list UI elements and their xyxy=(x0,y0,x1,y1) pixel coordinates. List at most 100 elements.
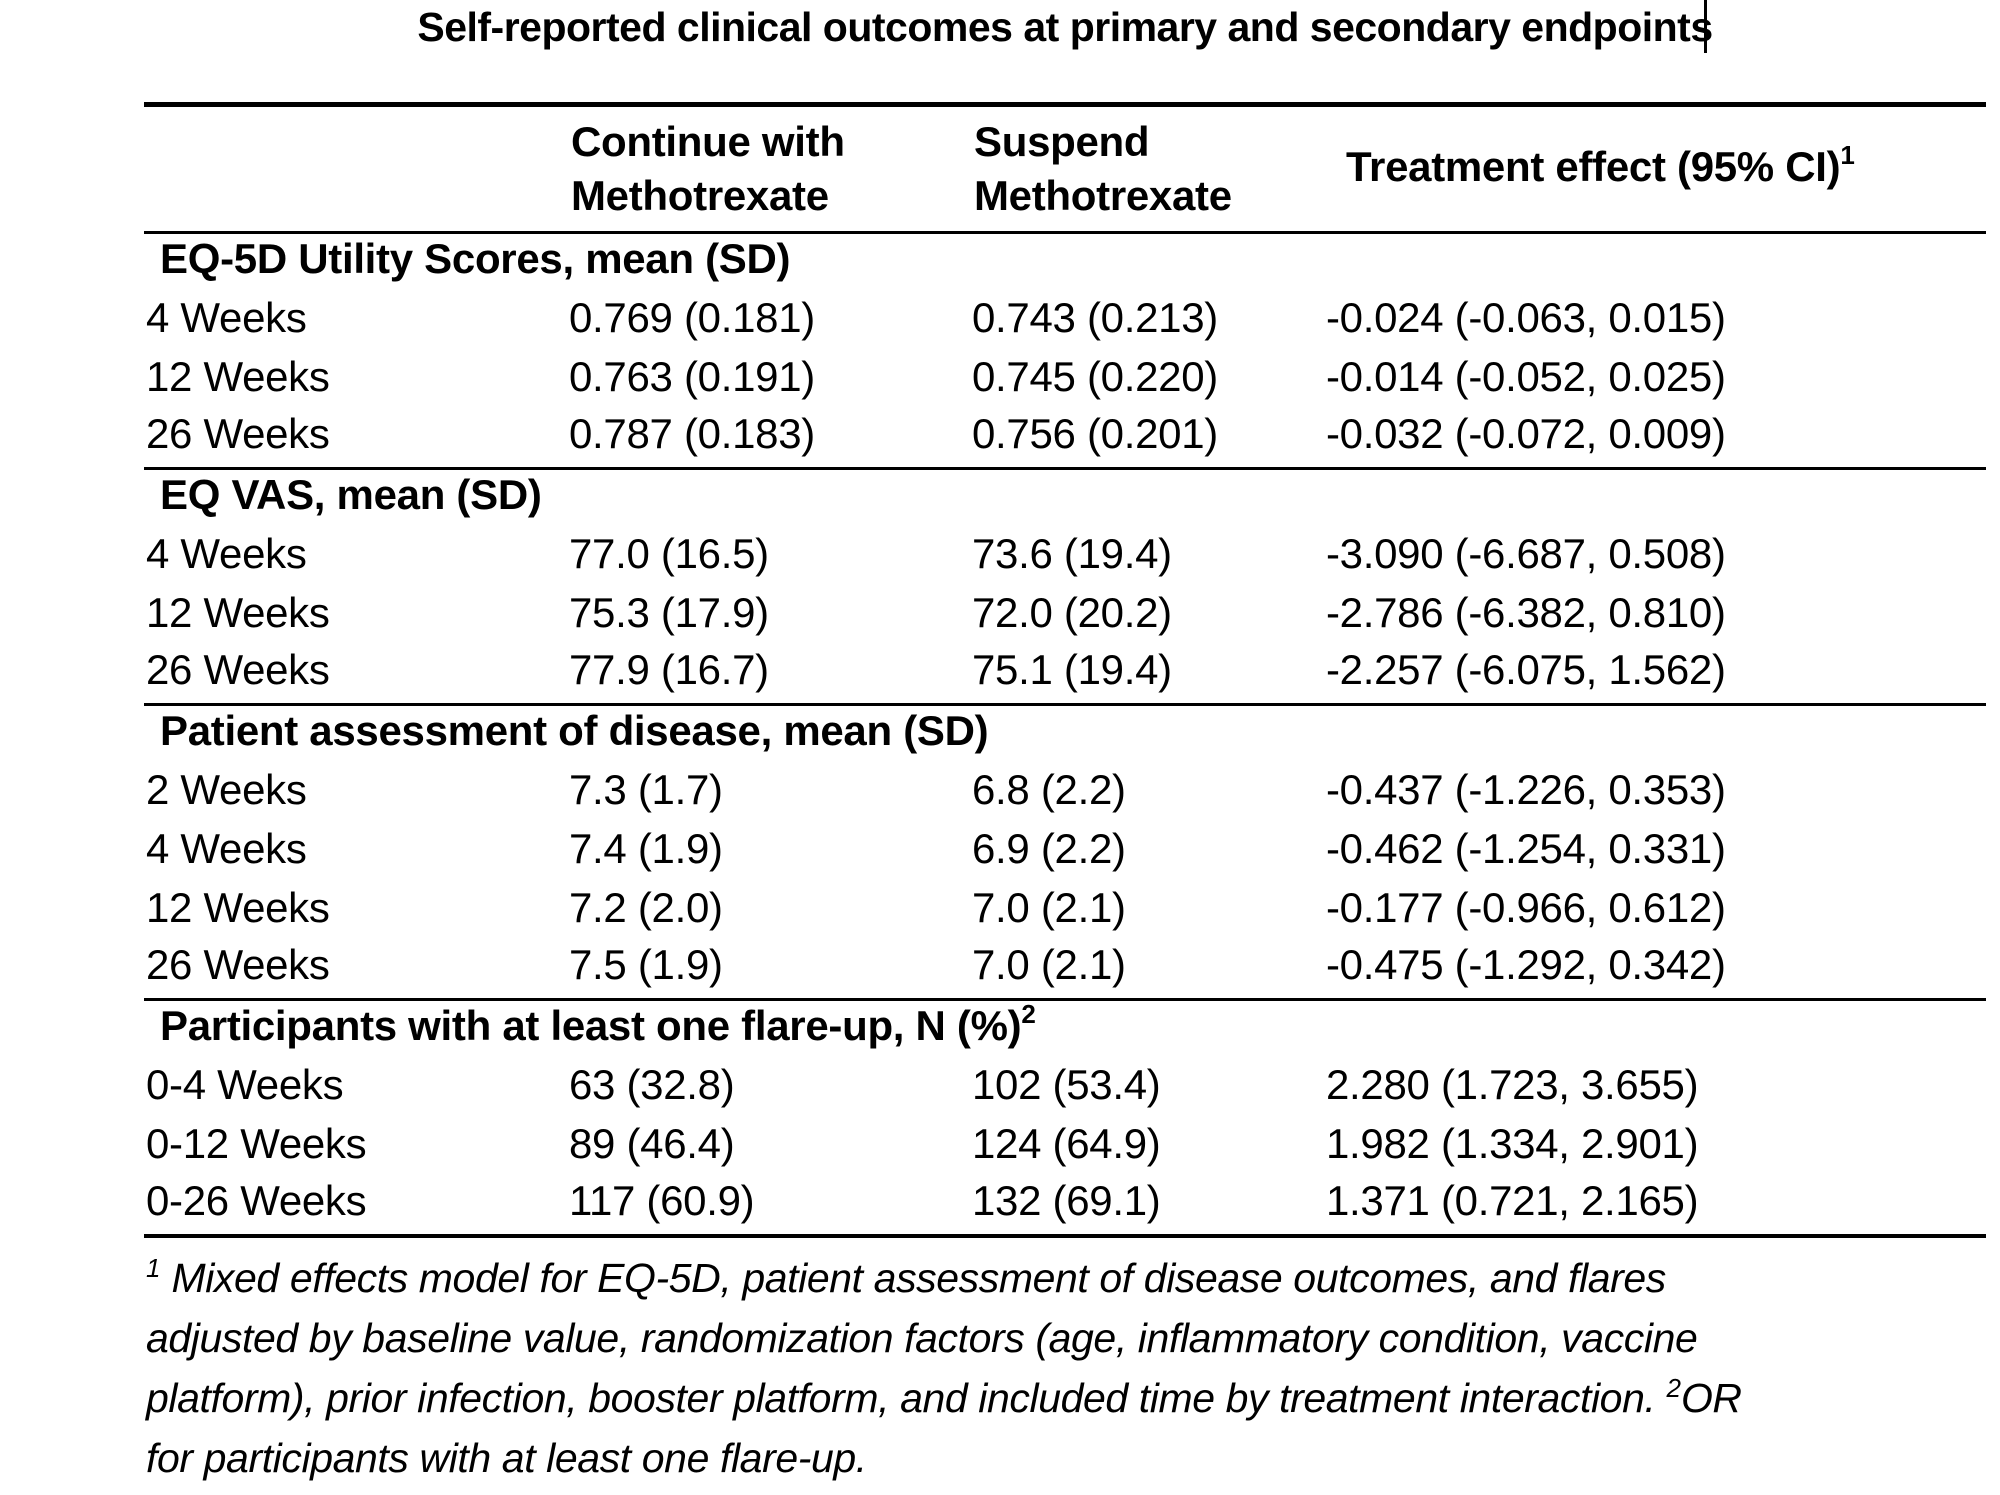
effect-value-cell: 2.280 (1.723, 3.655) xyxy=(1326,1060,1699,1108)
effect-value-cell: 1.371 (0.721, 2.165) xyxy=(1324,1176,1986,1238)
effect-value-cell: -0.014 (-0.052, 0.025) xyxy=(1326,352,1726,400)
column-header-continue-line2: Methotrexate xyxy=(571,172,829,219)
suspend-value-cell: 6.9 (2.2) xyxy=(972,824,1126,872)
outcomes-table: Continue with Methotrexate Suspend Methotr… xyxy=(144,102,1986,1238)
footnote-line-2: adjusted by baseline value, randomizatio… xyxy=(146,1308,2000,1368)
footnote-line-4: for participants with at least one flare… xyxy=(146,1428,2000,1488)
table-title: Self-reported clinical outcomes at prima… xyxy=(417,4,1713,50)
suspend-value-cell: 0.745 (0.220) xyxy=(972,352,1218,400)
effect-value-cell: -2.786 (-6.382, 0.810) xyxy=(1326,588,1726,636)
section-label-cell: Participants with at least one flare-up,… xyxy=(144,998,1986,1059)
continue-value-cell: 89 (46.4) xyxy=(569,1119,735,1167)
section-header-row: Participants with at least one flare-up,… xyxy=(144,998,1986,1059)
footnote-line-3: platform), prior infection, booster plat… xyxy=(146,1368,2000,1428)
suspend-value-cell: 0.756 (0.201) xyxy=(970,409,1324,470)
column-header-empty xyxy=(144,104,567,234)
table-row: 0-12 Weeks 89 (46.4) 124 (64.9) 1.982 (1… xyxy=(144,1118,1986,1177)
superscript-2: 2 xyxy=(1021,998,1036,1029)
table-row: 4 Weeks 0.769 (0.181) 0.743 (0.213) -0.0… xyxy=(144,292,1986,351)
table-row: 4 Weeks 7.4 (1.9) 6.9 (2.2) -0.462 (-1.2… xyxy=(144,823,1986,882)
table-row: 12 Weeks 0.763 (0.191) 0.745 (0.220) -0.… xyxy=(144,351,1986,410)
column-header-effect: Treatment effect (95% CI)1 xyxy=(1324,104,1986,234)
row-label-cell: 4 Weeks xyxy=(146,293,307,341)
continue-value-cell: 7.3 (1.7) xyxy=(569,765,723,813)
continue-value-cell: 75.3 (17.9) xyxy=(569,588,769,636)
row-label-cell: 26 Weeks xyxy=(144,940,567,1001)
row-label-cell: 26 Weeks xyxy=(144,409,567,470)
section-label-cell: EQ-5D Utility Scores, mean (SD) xyxy=(160,234,791,282)
row-label-cell: 4 Weeks xyxy=(146,824,307,872)
section-label-cell: Patient assessment of disease, mean (SD) xyxy=(160,706,989,754)
continue-value-cell: 0.787 (0.183) xyxy=(567,409,970,470)
row-label-cell: 12 Weeks xyxy=(146,883,330,931)
continue-value-cell: 0.769 (0.181) xyxy=(569,293,815,341)
row-label-cell: 0-12 Weeks xyxy=(146,1119,367,1167)
effect-value-cell: -2.257 (-6.075, 1.562) xyxy=(1324,645,1986,706)
table-row: 2 Weeks 7.3 (1.7) 6.8 (2.2) -0.437 (-1.2… xyxy=(144,764,1986,823)
row-label-cell: 12 Weeks xyxy=(146,352,330,400)
effect-value-cell: -0.177 (-0.966, 0.612) xyxy=(1326,883,1726,931)
table-row: 0-4 Weeks 63 (32.8) 102 (53.4) 2.280 (1.… xyxy=(144,1059,1986,1118)
column-header-row: Continue with Methotrexate Suspend Methotr… xyxy=(144,104,1986,234)
continue-value-cell: 77.9 (16.7) xyxy=(567,645,970,706)
suspend-value-cell: 75.1 (19.4) xyxy=(970,645,1324,706)
column-header-continue: Continue with Methotrexate xyxy=(567,104,970,234)
effect-value-cell: -0.024 (-0.063, 0.015) xyxy=(1326,293,1726,341)
row-label-cell: 0-4 Weeks xyxy=(146,1060,344,1108)
suspend-value-cell: 132 (69.1) xyxy=(970,1176,1324,1238)
continue-value-cell: 63 (32.8) xyxy=(569,1060,735,1108)
table-row: 26 Weeks 77.9 (16.7) 75.1 (19.4) -2.257 … xyxy=(144,645,1986,706)
row-label-cell: 2 Weeks xyxy=(146,765,307,813)
column-header-continue-line1: Continue with xyxy=(571,118,845,165)
effect-value-cell: -0.437 (-1.226, 0.353) xyxy=(1326,765,1726,813)
suspend-value-cell: 73.6 (19.4) xyxy=(972,529,1172,577)
superscript-1: 1 xyxy=(1840,139,1855,170)
suspend-value-cell: 7.0 (2.1) xyxy=(970,940,1324,1001)
effect-value-cell: 1.982 (1.334, 2.901) xyxy=(1326,1119,1699,1167)
continue-value-cell: 0.763 (0.191) xyxy=(569,352,815,400)
row-label-cell: 26 Weeks xyxy=(144,645,567,706)
suspend-value-cell: 7.0 (2.1) xyxy=(972,883,1126,931)
section-header-row: EQ VAS, mean (SD) xyxy=(144,469,1986,528)
continue-value-cell: 7.5 (1.9) xyxy=(567,940,970,1001)
footnote-line-1: 1 Mixed effects model for EQ-5D, patient… xyxy=(146,1248,2000,1308)
continue-value-cell: 7.4 (1.9) xyxy=(569,824,723,872)
table-row: 26 Weeks 0.787 (0.183) 0.756 (0.201) -0.… xyxy=(144,409,1986,470)
suspend-value-cell: 6.8 (2.2) xyxy=(972,765,1126,813)
suspend-value-cell: 124 (64.9) xyxy=(972,1119,1161,1167)
continue-value-cell: 117 (60.9) xyxy=(567,1176,970,1238)
column-header-effect-label: Treatment effect (95% CI) xyxy=(1346,142,1841,190)
row-label-cell: 12 Weeks xyxy=(146,588,330,636)
effect-value-cell: -0.475 (-1.292, 0.342) xyxy=(1324,940,1986,1001)
table-row: 12 Weeks 75.3 (17.9) 72.0 (20.2) -2.786 … xyxy=(144,587,1986,646)
row-label-cell: 0-26 Weeks xyxy=(144,1176,567,1238)
section-label-cell: EQ VAS, mean (SD) xyxy=(160,470,542,518)
footnote-superscript-1: 1 xyxy=(146,1253,161,1283)
footnote-text: platform), prior infection, booster plat… xyxy=(146,1375,1667,1421)
footnote-text: Mixed effects model for EQ-5D, patient a… xyxy=(160,1255,1666,1301)
text-cursor xyxy=(1704,0,1707,53)
footnote: 1 Mixed effects model for EQ-5D, patient… xyxy=(146,1248,2000,1488)
suspend-value-cell: 0.743 (0.213) xyxy=(972,293,1218,341)
footnote-text: OR xyxy=(1680,1375,1742,1421)
column-header-suspend: Suspend Methotrexate xyxy=(970,104,1324,234)
footnote-superscript-2: 2 xyxy=(1666,1373,1681,1403)
table-row: 12 Weeks 7.2 (2.0) 7.0 (2.1) -0.177 (-0.… xyxy=(144,882,1986,941)
row-label-cell: 4 Weeks xyxy=(146,529,307,577)
footnote-text: for participants with at least one flare… xyxy=(146,1435,867,1481)
effect-value-cell: -3.090 (-6.687, 0.508) xyxy=(1326,529,1726,577)
suspend-value-cell: 72.0 (20.2) xyxy=(972,588,1172,636)
table-row: 0-26 Weeks 117 (60.9) 132 (69.1) 1.371 (… xyxy=(144,1176,1986,1238)
effect-value-cell: -0.032 (-0.072, 0.009) xyxy=(1324,409,1986,470)
section-header-row: Patient assessment of disease, mean (SD) xyxy=(144,705,1986,764)
effect-value-cell: -0.462 (-1.254, 0.331) xyxy=(1326,824,1726,872)
table-row: 4 Weeks 77.0 (16.5) 73.6 (19.4) -3.090 (… xyxy=(144,528,1986,587)
table-row: 26 Weeks 7.5 (1.9) 7.0 (2.1) -0.475 (-1.… xyxy=(144,940,1986,1001)
column-header-suspend-line1: Suspend xyxy=(974,118,1150,165)
continue-value-cell: 77.0 (16.5) xyxy=(569,529,769,577)
section-label: Participants with at least one flare-up,… xyxy=(160,1001,1022,1049)
footnote-text: adjusted by baseline value, randomizatio… xyxy=(146,1315,1698,1361)
suspend-value-cell: 102 (53.4) xyxy=(972,1060,1161,1108)
continue-value-cell: 7.2 (2.0) xyxy=(569,883,723,931)
